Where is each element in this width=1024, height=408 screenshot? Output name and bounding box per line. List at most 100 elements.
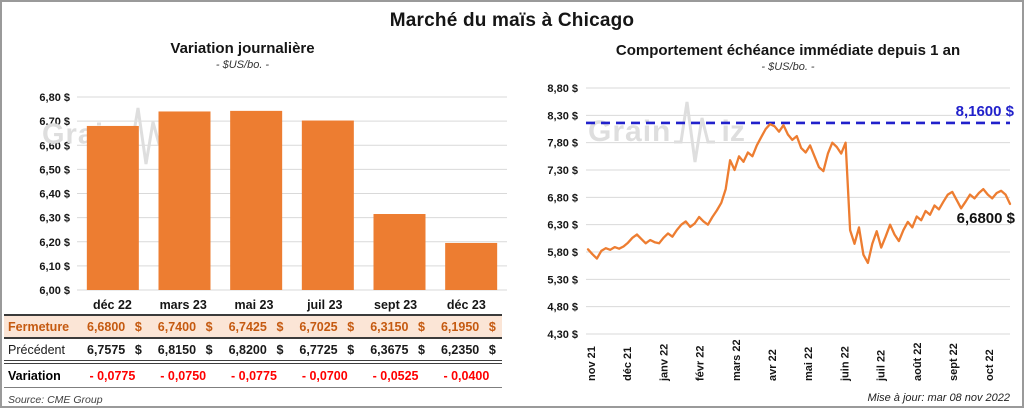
column-header: mars 23	[159, 298, 207, 312]
y-axis-tick-label: 7,30 $	[547, 165, 578, 177]
table-row-fermeture: Fermeture 6,6800 $ 6,7400 $6,7425 $6,7025 $ 6,3…	[4, 316, 502, 339]
y-axis-tick-label: 6,80 $	[39, 92, 70, 104]
currency-symbol: $	[488, 342, 496, 357]
value-cell: 6,7400 $	[148, 316, 219, 337]
column-header: juil 23	[307, 298, 343, 312]
value-cell: - 0,0750	[160, 368, 207, 383]
value-cell: - 0,0775	[231, 368, 277, 383]
y-axis-tick-label: 7,80 $	[547, 138, 578, 150]
currency-symbol: $	[347, 342, 355, 357]
bar	[301, 120, 354, 290]
x-axis-month-label: juin 22	[839, 346, 851, 382]
bar-chart-subtitle: - $US/bo. -	[215, 59, 270, 71]
update-note: Mise à jour: mar 08 nov 2022	[867, 392, 1010, 404]
y-axis-tick-label: 6,00 $	[39, 285, 70, 296]
value-cell: 6,6800 $	[77, 316, 148, 337]
bar	[373, 214, 426, 290]
cell-value: 6,7575	[87, 342, 126, 357]
y-axis-tick-label: 8,30 $	[547, 110, 578, 122]
currency-symbol: $	[418, 342, 425, 357]
row-label: Variation	[8, 368, 61, 383]
currency-symbol: $	[134, 342, 142, 357]
currency-symbol: $	[134, 319, 142, 334]
y-axis-tick-label: 6,20 $	[39, 237, 70, 249]
y-axis-tick-label: 6,30 $	[39, 213, 70, 225]
y-axis-tick-label: 5,80 $	[547, 247, 578, 259]
page-title: Marché du maïs à Chicago	[389, 10, 635, 31]
column-header: sept 23	[374, 298, 418, 312]
currency-symbol: $	[347, 319, 355, 334]
y-axis-tick-label: 6,40 $	[39, 189, 70, 201]
x-axis-month-label: sept 22	[948, 343, 960, 381]
value-cell: - 0,0525	[372, 368, 419, 383]
price-table: déc 22 mars 23 mai 23 juil 23 sept 23 déc 23 F…	[4, 296, 502, 388]
price-line	[586, 122, 1012, 265]
cell-value: 6,3150	[370, 319, 409, 334]
y-axis-tick-label: 6,60 $	[39, 140, 70, 152]
y-axis-tick-label: 6,80 $	[547, 192, 578, 204]
x-axis-month-label: nov 21	[586, 346, 598, 381]
table-row-variation: Variation - 0,0775 - 0,0750 - 0,0775 - 0,070…	[4, 364, 502, 388]
y-axis-tick-label: 6,50 $	[39, 164, 70, 176]
cell-value: 6,3675	[370, 342, 409, 357]
y-axis-tick-label: 4,80 $	[547, 302, 578, 314]
reference-value-label: 8,1600 $	[956, 103, 1015, 120]
x-axis-month-label: janv 22	[658, 344, 670, 382]
currency-symbol: $	[205, 342, 213, 357]
y-axis-tick-label: 6,70 $	[39, 116, 70, 128]
svg-text:iz: iz	[722, 115, 745, 148]
cell-value: 6,2350	[440, 342, 480, 357]
cell-value: 6,7425	[228, 319, 267, 334]
x-axis-month-label: oct 22	[984, 349, 996, 381]
y-axis-tick-label: 8,80 $	[547, 83, 578, 95]
x-axis-month-label: déc 21	[622, 347, 634, 381]
cell-value: 6,8200	[228, 342, 267, 357]
line-chart-subtitle: - $US/bo. -	[761, 61, 815, 73]
x-axis-month-label: mai 22	[803, 347, 815, 381]
row-label: Fermeture	[8, 319, 70, 334]
value-cell: - 0,0400	[443, 368, 490, 383]
value-cell: 6,7575 $	[77, 339, 148, 360]
line-chart: 8,80 $ 8,30 $ 7,80 $ 7,30 $ 6,80 $ 6,30 $ 5,80…	[547, 83, 1016, 382]
y-axis-tick-label: 6,30 $	[547, 220, 578, 232]
value-cell: - 0,0700	[301, 368, 348, 383]
y-axis-tick-label: 5,30 $	[547, 274, 578, 286]
last-value-label: 6,6800 $	[957, 210, 1016, 227]
value-cell: - 0,0775	[89, 368, 136, 383]
y-axis-tick-label: 6,10 $	[39, 261, 70, 273]
currency-symbol: $	[276, 342, 284, 357]
value-cell: 6,7425 $	[219, 316, 290, 337]
value-cell: 6,7725 $	[289, 339, 360, 360]
svg-text:Grain: Grain	[588, 115, 671, 148]
value-cell: 6,3675 $	[360, 339, 431, 360]
line-chart-title: Comportement échéance immédiate depuis 1…	[615, 42, 961, 59]
currency-symbol: $	[205, 319, 213, 334]
grainwiz-watermark: Grain iz	[588, 101, 745, 163]
cell-value: 6,7400	[157, 319, 197, 334]
cell-value: 6,1950	[440, 319, 480, 334]
x-axis-month-label: août 22	[912, 342, 924, 381]
table-header-row: déc 22 mars 23 mai 23 juil 23 sept 23 déc 23	[4, 296, 502, 316]
y-axis-tick-label: 4,30 $	[547, 329, 578, 341]
value-cell: 6,8200 $	[219, 339, 290, 360]
value-cell: 6,8150 $	[148, 339, 219, 360]
bar	[445, 242, 498, 290]
table-row-precedent: Précédent 6,7575 $6,8150 $6,8200 $6,7725 $6,3…	[4, 339, 502, 364]
value-cell: 6,1950 $	[431, 316, 502, 337]
row-label: Précédent	[8, 342, 65, 357]
currency-symbol: $	[488, 319, 496, 334]
source-note: Source: CME Group	[8, 394, 103, 406]
table-corner-cell	[4, 296, 77, 314]
bar	[230, 110, 283, 290]
bar	[158, 111, 211, 290]
column-header: mai 23	[234, 298, 274, 312]
bar-chart: 6,80 $ 6,70 $ 6,60 $ 6,50 $ 6,40 $ 6,30 $ 6,20…	[39, 92, 507, 296]
bar	[86, 125, 139, 290]
value-cell: 6,7025 $	[289, 316, 360, 337]
x-axis-month-label: févr 22	[695, 346, 707, 381]
x-axis-month-label: avr 22	[767, 349, 779, 381]
currency-symbol: $	[276, 319, 284, 334]
value-cell: 6,2350 $	[431, 339, 502, 360]
cell-value: 6,8150	[157, 342, 197, 357]
column-header: déc 22	[92, 298, 132, 312]
